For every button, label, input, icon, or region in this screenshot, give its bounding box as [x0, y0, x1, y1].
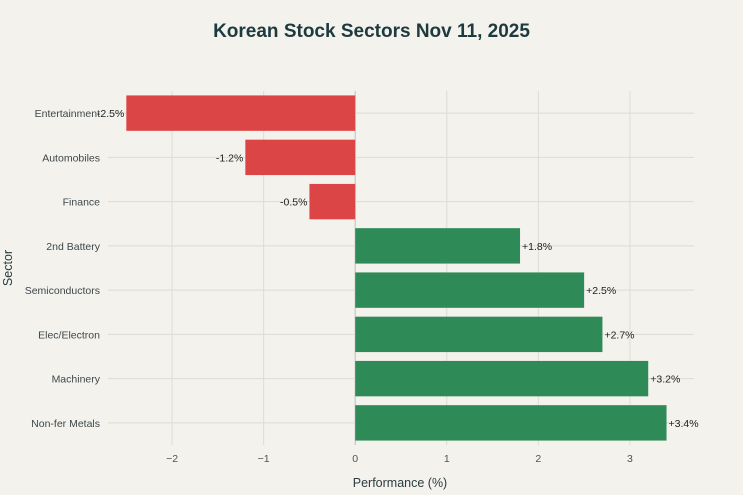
data-label: +2.5%	[586, 285, 616, 297]
data-label: +3.4%	[669, 418, 699, 430]
category-label: Entertainment	[35, 108, 100, 120]
x-tick-label: −2	[166, 453, 178, 465]
bar-finance	[309, 183, 356, 220]
x-tick-labels: −2 −1 0 1 2 3	[166, 453, 633, 465]
x-tick-label: 2	[535, 453, 541, 465]
data-label: +1.8%	[522, 241, 552, 253]
data-label: +2.7%	[604, 329, 634, 341]
bars	[126, 95, 667, 441]
bar-2nd-battery	[355, 228, 521, 264]
bar-semiconductors	[355, 272, 585, 308]
bar-elec-electron	[355, 316, 603, 353]
x-tick-label: 3	[627, 453, 633, 465]
x-tick-label: −1	[258, 453, 270, 465]
data-label: -2.5%	[97, 108, 124, 120]
category-label: Elec/Electron	[38, 329, 100, 341]
data-label: -0.5%	[280, 197, 307, 209]
bar-non-fer-metals	[355, 405, 667, 441]
category-label: Finance	[63, 197, 101, 209]
data-labels: -2.5% -1.2% -0.5% +1.8% +2.5% +2.7% +3.2% +3.4%	[97, 108, 699, 430]
x-axis-title: Performance (%)	[353, 476, 447, 490]
bar-entertainment	[126, 95, 356, 131]
bar-automobiles	[245, 139, 356, 176]
y-axis-title: Sector	[1, 250, 15, 286]
category-label: Semiconductors	[25, 285, 100, 297]
category-labels: Entertainment Automobiles Finance 2nd Batte…	[25, 108, 101, 430]
bar-machinery	[355, 360, 649, 397]
data-label: +3.2%	[650, 374, 680, 386]
x-tick-label: 0	[352, 453, 358, 465]
category-label: Automobiles	[42, 152, 100, 164]
x-tick-label: 1	[444, 453, 450, 465]
data-label: -1.2%	[216, 152, 243, 164]
category-label: Non-fer Metals	[31, 418, 100, 430]
chart-title: Korean Stock Sectors Nov 11, 2025	[213, 21, 530, 42]
category-label: Machinery	[52, 374, 101, 386]
category-label: 2nd Battery	[46, 241, 100, 253]
